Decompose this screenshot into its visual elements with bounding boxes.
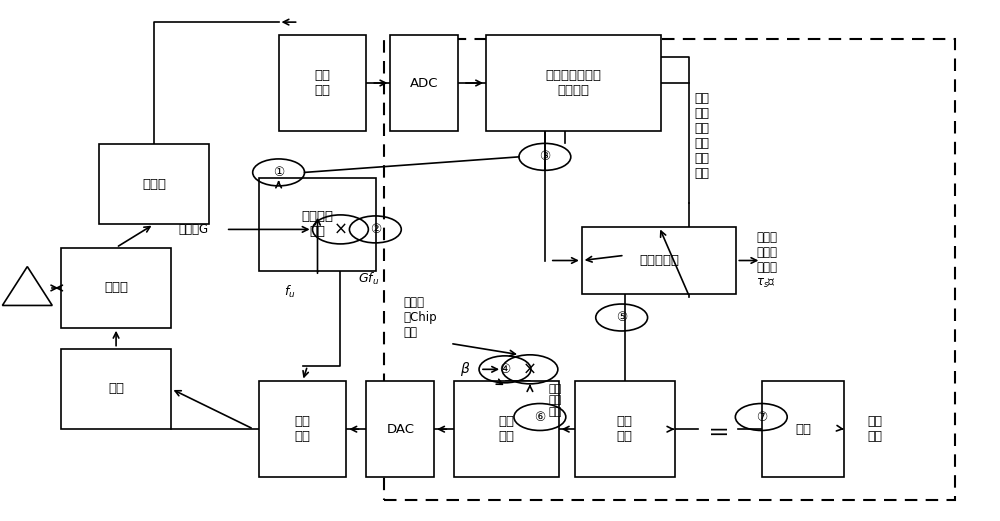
FancyBboxPatch shape bbox=[259, 178, 376, 271]
Text: 帧头
发送
时刻: 帧头 发送 时刻 bbox=[548, 384, 561, 417]
Text: 载波恢复
时钟: 载波恢复 时钟 bbox=[302, 210, 334, 238]
FancyBboxPatch shape bbox=[61, 349, 171, 429]
Text: 低噪放: 低噪放 bbox=[142, 178, 166, 191]
FancyBboxPatch shape bbox=[259, 381, 346, 477]
Text: ③: ③ bbox=[539, 151, 550, 164]
Text: ⑥: ⑥ bbox=[534, 411, 546, 424]
Text: $f_u$: $f_u$ bbox=[284, 283, 296, 300]
FancyBboxPatch shape bbox=[366, 381, 434, 477]
FancyBboxPatch shape bbox=[99, 144, 209, 224]
Text: 遥测
数据: 遥测 数据 bbox=[867, 415, 882, 443]
Text: ⑦: ⑦ bbox=[756, 411, 767, 424]
Text: ①: ① bbox=[273, 166, 284, 179]
Text: ||: || bbox=[710, 424, 726, 435]
Text: 恢复长
码Chip
时钟: 恢复长 码Chip 时钟 bbox=[403, 296, 437, 339]
Text: ④: ④ bbox=[499, 363, 511, 376]
Text: ×: × bbox=[334, 220, 347, 239]
Text: $\beta$: $\beta$ bbox=[460, 361, 470, 378]
Text: 时间差测量: 时间差测量 bbox=[639, 254, 679, 267]
Text: $Gf_u$: $Gf_u$ bbox=[358, 270, 380, 287]
Text: 数据
调制: 数据 调制 bbox=[498, 415, 514, 443]
FancyBboxPatch shape bbox=[582, 227, 736, 294]
FancyBboxPatch shape bbox=[575, 381, 675, 477]
Text: DAC: DAC bbox=[386, 423, 414, 436]
Text: 测距数
据帧序
列号和
$\tau_s$等: 测距数 据帧序 列号和 $\tau_s$等 bbox=[756, 231, 777, 290]
Text: ⑤: ⑤ bbox=[616, 311, 627, 324]
Text: 上变
频器: 上变 频器 bbox=[295, 415, 311, 443]
Text: 功放: 功放 bbox=[108, 382, 124, 395]
Text: 双工器: 双工器 bbox=[104, 281, 128, 294]
FancyBboxPatch shape bbox=[279, 35, 366, 131]
Text: 编码
成帧: 编码 成帧 bbox=[617, 415, 633, 443]
Text: ②: ② bbox=[370, 223, 381, 236]
Text: ×: × bbox=[523, 361, 537, 378]
FancyBboxPatch shape bbox=[61, 247, 171, 328]
Text: ADC: ADC bbox=[410, 77, 438, 90]
Text: 捕获，解扩，跟
踪，解调: 捕获，解扩，跟 踪，解调 bbox=[545, 69, 601, 97]
Text: 已确
定的
长码
初相
到达
时刻: 已确 定的 长码 初相 到达 时刻 bbox=[694, 92, 709, 180]
Text: 转发比G: 转发比G bbox=[179, 223, 209, 236]
Text: 缓冲: 缓冲 bbox=[795, 423, 811, 436]
FancyBboxPatch shape bbox=[454, 381, 559, 477]
FancyBboxPatch shape bbox=[486, 35, 661, 131]
FancyBboxPatch shape bbox=[390, 35, 458, 131]
FancyBboxPatch shape bbox=[762, 381, 844, 477]
Text: 下变
频器: 下变 频器 bbox=[314, 69, 330, 97]
